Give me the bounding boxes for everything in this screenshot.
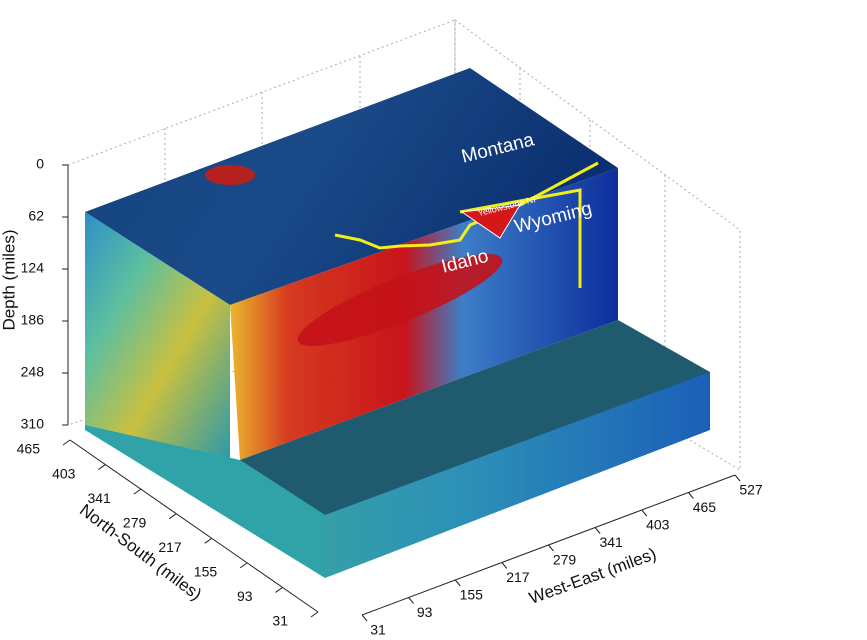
tick-mark — [454, 579, 461, 587]
tick-mark — [548, 544, 554, 552]
tick-mark — [62, 439, 71, 446]
volume — [85, 68, 710, 578]
tick-mark — [734, 474, 741, 482]
x-tick-label: 341 — [599, 534, 623, 550]
tick-mark — [687, 492, 694, 499]
tick-mark — [204, 537, 213, 544]
tick-mark — [239, 562, 248, 569]
y-tick-label: 403 — [52, 465, 76, 481]
z-tick-label: 310 — [21, 416, 45, 432]
z-tick-label: 186 — [21, 312, 45, 328]
z-tick-label: 124 — [21, 260, 45, 276]
tick-mark — [275, 587, 283, 593]
z-tick-label: 0 — [36, 156, 44, 172]
y-tick-label: 217 — [158, 539, 182, 555]
y-tick-label: 31 — [272, 613, 288, 629]
y-tick-label: 465 — [17, 441, 41, 457]
tick-mark — [594, 527, 601, 534]
x-axis-title: West-East (miles) — [527, 544, 659, 608]
x-tick-label: 465 — [693, 499, 717, 515]
x-tick-label: 217 — [506, 569, 530, 585]
y-tick-label: 279 — [123, 514, 147, 530]
y-tick-label: 155 — [194, 564, 218, 580]
tick-mark — [501, 562, 508, 569]
x-tick-label: 527 — [739, 482, 763, 498]
z-tick-label: 248 — [21, 364, 45, 380]
tick-mark — [361, 614, 368, 622]
z-tick-label: 62 — [28, 208, 44, 224]
axis-line — [69, 439, 319, 613]
tick-mark — [98, 464, 106, 470]
x-tick-label: 93 — [417, 604, 433, 620]
y-tick-label: 341 — [87, 490, 111, 506]
x-tick-label: 403 — [646, 517, 670, 533]
tick-mark — [408, 597, 415, 604]
x-tick-label: 279 — [553, 552, 577, 568]
tick-mark — [310, 611, 319, 618]
tick-mark — [168, 513, 177, 520]
z-axis-title: Depth (miles) — [0, 229, 18, 330]
tick-mark — [641, 509, 648, 517]
y-tick-label: 93 — [237, 588, 253, 604]
x-tick-label: 31 — [370, 622, 386, 638]
tick-mark — [133, 488, 142, 495]
x-tick-label: 155 — [460, 587, 484, 603]
